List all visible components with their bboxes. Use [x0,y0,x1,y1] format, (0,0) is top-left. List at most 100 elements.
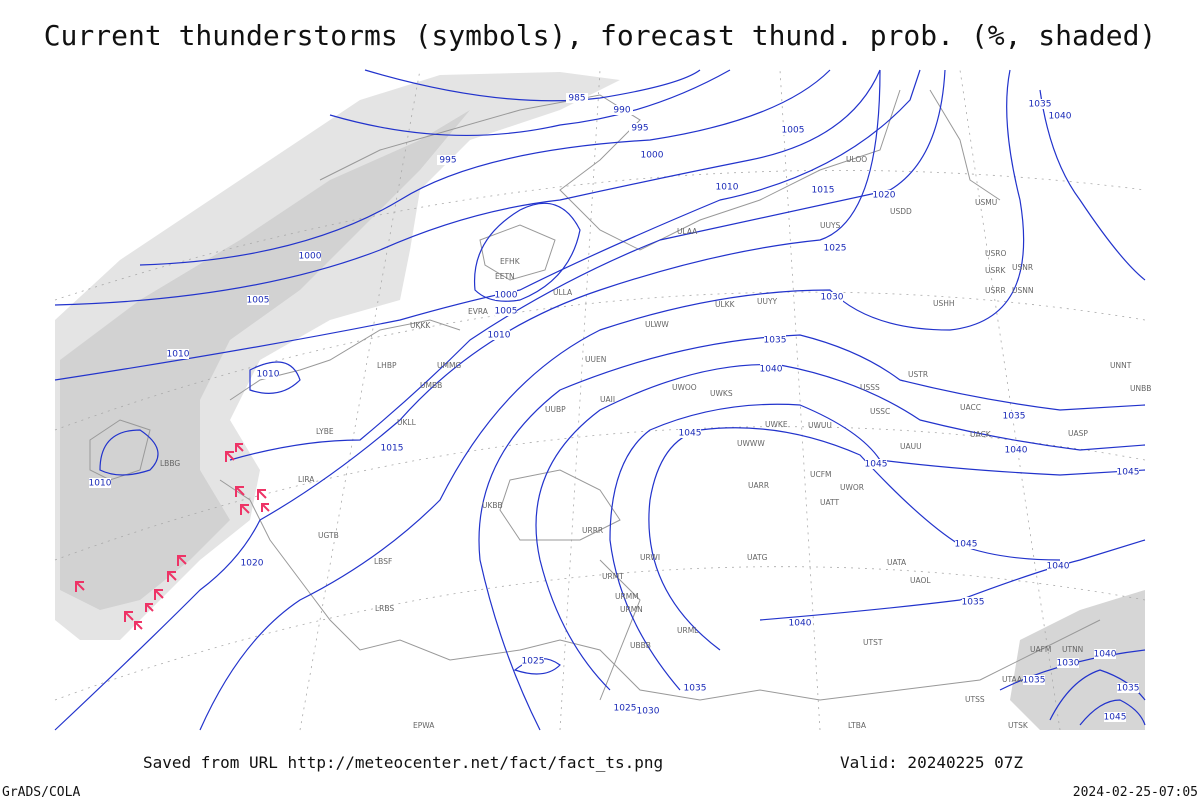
label-backdrop [1023,675,1045,685]
isobar-label: 1040 [760,365,783,375]
station-code: USSS [860,383,880,392]
label-backdrop [782,125,804,135]
isobar-label: 1040 [789,619,812,629]
station-code: UCFM [810,470,832,479]
station-code: URRR [582,526,603,535]
label-backdrop [495,290,517,300]
station-code: UKLL [397,418,417,427]
station-code: UMBB [420,381,442,390]
isobar-label: 1040 [1047,562,1070,572]
station-code: UWOO [672,383,697,392]
isobar-label: 1045 [1104,713,1127,723]
isobar-label: 1045 [865,460,888,470]
isobar-label: 1015 [381,444,404,454]
station-code: USRR [985,286,1006,295]
station-code: USRK [985,266,1006,275]
isobar-label: 1045 [955,540,978,550]
label-backdrop [873,190,895,200]
isobar-label: 1010 [488,331,511,341]
station-code: USSC [870,407,890,416]
station-code: ULAA [677,227,698,236]
station-code: USNR [1012,263,1033,272]
station-code: EVRA [468,307,489,316]
label-backdrop [962,597,984,607]
station-codes: ULOO USDD UUYS USMU USRO USRK USNR USRR USNN USHH… [160,155,1151,730]
isobar-label: 1040 [1094,650,1117,660]
label-backdrop [637,706,659,716]
station-code: LTBA [848,721,867,730]
label-backdrop [716,182,738,192]
prob-shading [60,110,470,610]
label-backdrop [89,478,111,488]
station-code: UARR [748,481,769,490]
isobar-label: 1045 [1117,468,1140,478]
station-code: UACK [970,430,992,439]
label-backdrop [760,364,782,374]
station-code: URMN [620,605,643,614]
isobar-label: 1035 [684,684,707,694]
station-code: USDD [890,207,912,216]
isobar-label: 1035 [1029,100,1052,110]
station-code: LBBG [160,459,180,468]
label-backdrop [611,105,633,115]
station-code: LBSF [374,557,392,566]
station-code: UUYY [757,297,778,306]
station-code: UUYS [820,221,841,230]
label-backdrop [821,292,843,302]
isobar-label: 1040 [1005,446,1028,456]
label-backdrop [1094,649,1116,659]
station-code: UKKK [410,321,431,330]
isobar-label: 1020 [873,191,896,201]
isobar-label: 1035 [764,336,787,346]
label-backdrop [299,251,321,261]
station-code: UBBB [630,641,651,650]
label-backdrop [629,123,651,133]
station-code: UWKS [710,389,733,398]
station-code: EETN [495,272,515,281]
label-backdrop [437,155,459,165]
timestamp: 2024-02-25-07:05 [1073,785,1198,800]
isobar-label: 1040 [1049,112,1072,122]
label-backdrop [684,683,706,693]
isobar-label: 1010 [257,370,280,380]
software: GrADS/COLA [2,785,80,800]
isobar-label: 1045 [679,429,702,439]
station-code: USHH [933,299,955,308]
isobar-label: 1025 [522,657,545,667]
label-backdrop [614,703,636,713]
station-code: UTST [863,638,883,647]
station-code: UUBP [545,405,566,414]
coastlines [89,89,1101,701]
station-code: UASP [1068,429,1088,438]
station-code: ULOO [846,155,867,164]
label-backdrop [865,459,887,469]
label-backdrop [1047,561,1069,571]
label-backdrop [1005,445,1027,455]
station-code: URWI [640,553,660,562]
station-code: UAOL [910,576,931,585]
label-backdrop [495,306,517,316]
valid-time: Valid: 20240225 07Z [840,753,1023,772]
source-url: Saved from URL http://meteocenter.net/fa… [143,753,663,772]
station-code: EPWA [413,721,435,730]
station-code: UWUU [808,421,832,430]
station-code: UAFM [1030,645,1051,654]
isobar-label: 985 [568,94,585,104]
isobar-label: 1000 [641,151,664,161]
isobar-label: 1025 [824,244,847,254]
label-backdrop [566,93,588,103]
thunderstorm-symbols [75,443,270,630]
isobar-label: 1000 [299,252,322,262]
station-code: EFHK [500,257,521,266]
label-backdrop [679,428,701,438]
isobar-label: 1005 [495,307,518,317]
station-code: UWKE [765,420,788,429]
isobar-label: 1010 [167,350,190,360]
station-code: LYBE [316,427,334,436]
station-code: UNNT [1110,361,1132,370]
label-backdrop [1003,411,1025,421]
label-backdrop [1117,467,1139,477]
station-code: USRO [985,249,1006,258]
